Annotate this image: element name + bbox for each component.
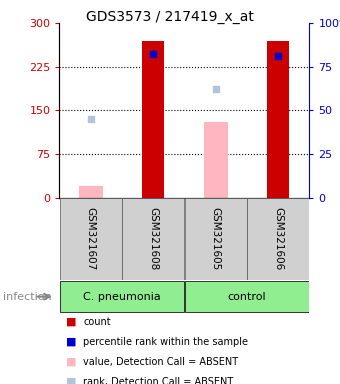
Text: GSM321605: GSM321605 — [211, 207, 221, 271]
Bar — [79, 186, 103, 198]
Text: ■: ■ — [66, 337, 77, 347]
Bar — [185, 281, 309, 312]
Point — [151, 51, 156, 58]
Text: control: control — [227, 291, 266, 302]
Text: C. pneumonia: C. pneumonia — [83, 291, 161, 302]
Text: GSM321607: GSM321607 — [86, 207, 96, 271]
Bar — [247, 198, 309, 280]
Text: GSM321606: GSM321606 — [273, 207, 283, 271]
Bar — [142, 41, 164, 198]
Text: count: count — [83, 317, 111, 327]
Point — [275, 53, 281, 59]
Text: infection: infection — [3, 291, 52, 302]
Bar — [59, 281, 184, 312]
Bar — [59, 198, 122, 280]
Point — [213, 86, 218, 93]
Text: percentile rank within the sample: percentile rank within the sample — [83, 337, 248, 347]
Bar — [185, 198, 247, 280]
Bar — [204, 122, 228, 198]
Point — [88, 116, 94, 122]
Text: rank, Detection Call = ABSENT: rank, Detection Call = ABSENT — [83, 377, 234, 384]
Text: GSM321608: GSM321608 — [148, 207, 158, 271]
Text: value, Detection Call = ABSENT: value, Detection Call = ABSENT — [83, 357, 238, 367]
Text: ■: ■ — [66, 317, 77, 327]
Bar — [122, 198, 184, 280]
Text: GDS3573 / 217419_x_at: GDS3573 / 217419_x_at — [86, 10, 254, 23]
Text: ■: ■ — [66, 377, 77, 384]
Bar — [267, 41, 289, 198]
Text: ■: ■ — [66, 357, 77, 367]
